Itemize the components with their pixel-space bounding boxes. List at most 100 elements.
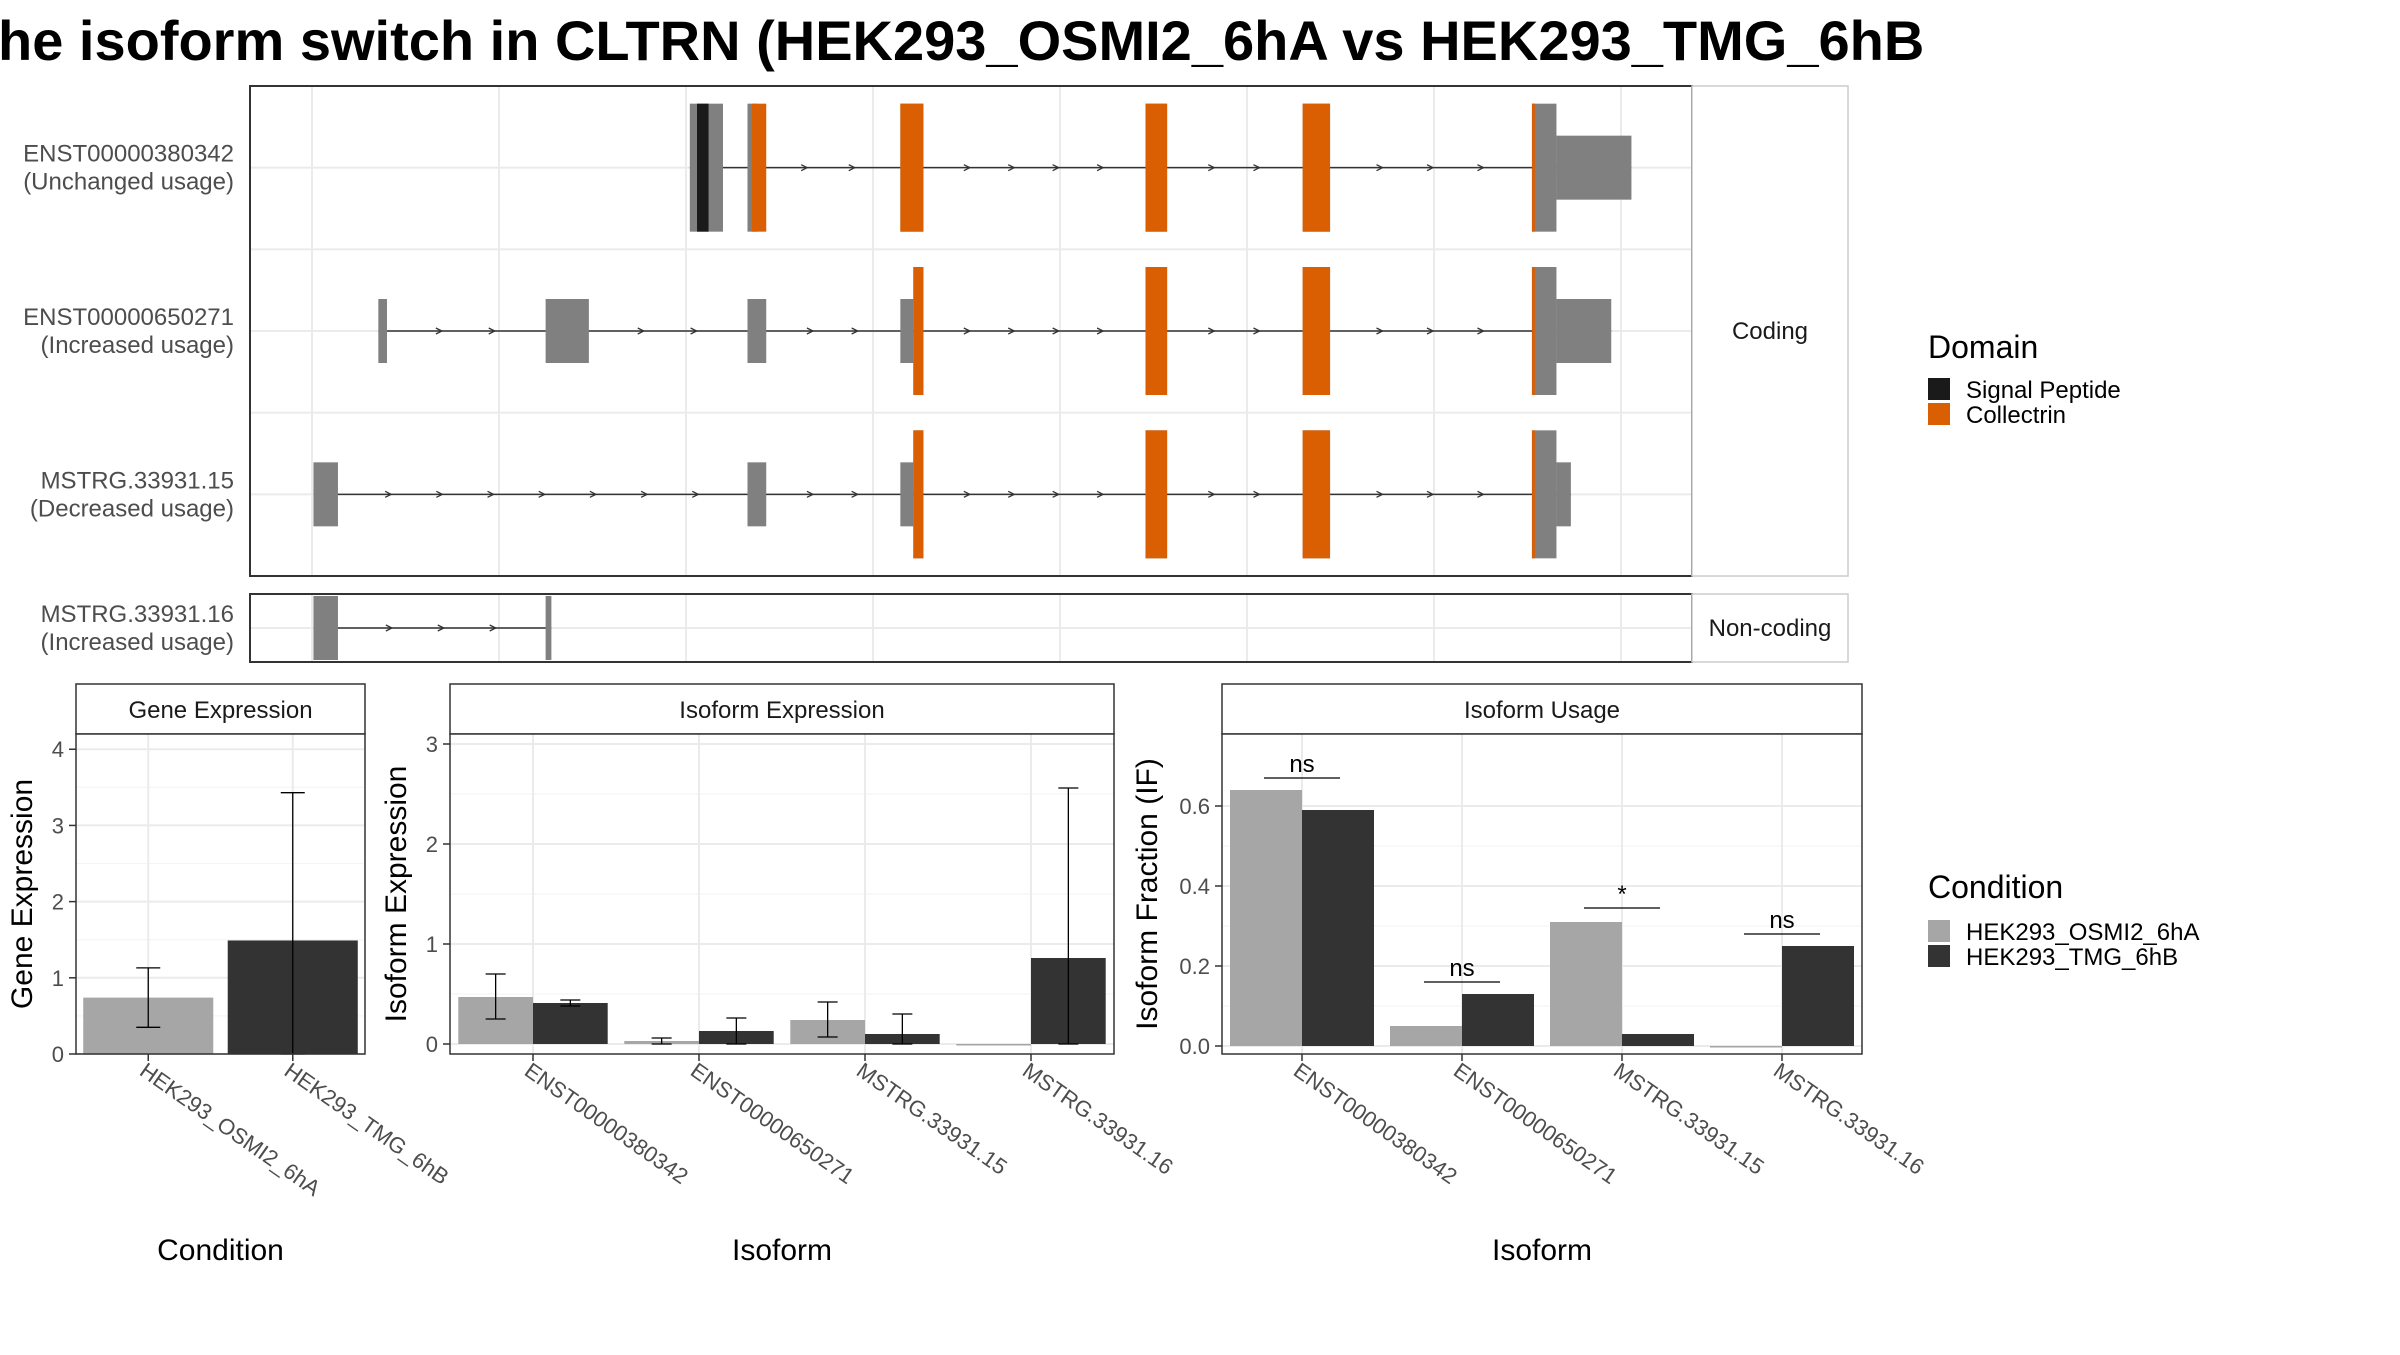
strand-arrow: [806, 490, 815, 498]
strand-arrow: [806, 327, 815, 335]
plot-border: [449, 733, 1115, 1055]
strand-arrow: [1007, 327, 1016, 335]
exon: [1556, 462, 1571, 527]
x-axis-title: Isoform: [1492, 1234, 1592, 1267]
noncoding-strip-label: Non-coding: [1709, 615, 1832, 642]
collectrin-domain: [1531, 430, 1535, 559]
strand-arrow: [1207, 490, 1216, 498]
isoform-label-id: MSTRG.33931.16: [41, 601, 234, 628]
strand-arrow: [489, 624, 498, 632]
exon: [378, 299, 387, 363]
y-axis-title: Isoform Fraction (IF): [1131, 758, 1164, 1030]
strand-arrow: [1376, 164, 1384, 172]
significance-label: ns: [1769, 907, 1794, 934]
condition-legend-label: HEK293_OSMI2_6hA: [1966, 919, 2199, 946]
coding-strip: [1691, 85, 1849, 577]
strand-arrow: [692, 490, 700, 498]
domain-legend-label: Signal Peptide: [1966, 377, 2121, 404]
strand-arrow: [1253, 490, 1261, 498]
strand-arrow: [1096, 490, 1105, 498]
y-tick-label: 0.4: [1179, 874, 1210, 899]
exon: [1531, 103, 1557, 232]
isoform-label-id: ENST00000650271: [23, 304, 234, 331]
strand-arrow: [1052, 164, 1061, 172]
y-tick-label: 3: [52, 813, 64, 838]
exon: [1531, 430, 1557, 559]
isoform-label-id: MSTRG.33931.15: [41, 467, 234, 494]
collectrin-domain: [1302, 430, 1331, 559]
strand-arrow: [848, 164, 857, 172]
strand-arrow: [963, 490, 972, 498]
signal-peptide-domain: [697, 103, 709, 232]
domain-legend-swatch: [1928, 378, 1950, 400]
y-tick-label: 0.0: [1179, 1034, 1210, 1059]
strand-arrow: [1477, 327, 1485, 335]
strand-arrow: [1253, 164, 1261, 172]
strand-arrow: [1426, 490, 1435, 498]
exon: [545, 299, 589, 363]
y-tick-label: 1: [426, 932, 438, 957]
y-axis-title: Isoform Expression: [380, 766, 413, 1023]
strand-arrow: [538, 490, 547, 498]
isoform-label-usage: (Increased usage): [41, 332, 234, 359]
isoform-expression-panel: Isoform Expression 0 1 2 3 ENST00000380342ENS…: [380, 683, 1178, 1267]
y-tick-label: 1: [52, 966, 64, 991]
x-tick-label: ENST00000380342: [520, 1058, 693, 1189]
panel-title: Gene Expression: [128, 697, 312, 724]
strand-arrow: [488, 327, 497, 335]
condition-legend-swatch: [1928, 920, 1950, 942]
strand-arrow: [1477, 164, 1485, 172]
strand-arrow: [1096, 327, 1105, 335]
strand-arrow: [1426, 164, 1435, 172]
strand-arrow: [800, 164, 809, 172]
y-tick-label: 0: [52, 1042, 64, 1067]
strand-arrow: [1007, 490, 1016, 498]
bar: [1230, 790, 1302, 1046]
strand-arrow: [1376, 327, 1384, 335]
strand-arrow: [640, 490, 649, 498]
collectrin-domain: [1302, 103, 1331, 232]
coding-strip-label: Coding: [1732, 318, 1808, 345]
panel-title: Isoform Expression: [679, 697, 884, 724]
strand-arrow: [1096, 164, 1105, 172]
plot-border: [1221, 733, 1863, 1055]
bar: [1622, 1034, 1694, 1046]
y-tick-label: 0: [426, 1032, 438, 1057]
exon: [1556, 299, 1612, 363]
x-tick-label: MSTRG.33931.16: [1769, 1058, 1929, 1180]
strand-arrow: [437, 624, 446, 632]
strand-arrow: [435, 327, 444, 335]
y-tick-label: 0.6: [1179, 794, 1210, 819]
exon: [545, 596, 552, 660]
isoform-label-usage: (Decreased usage): [30, 495, 234, 522]
strand-arrow: [963, 164, 972, 172]
strand-arrow: [487, 490, 495, 498]
bar: [1782, 946, 1854, 1046]
plot-border: [75, 733, 366, 1055]
strand-arrow: [637, 327, 646, 335]
y-tick-label: 4: [52, 737, 64, 762]
collectrin-domain: [1145, 267, 1168, 395]
domain-legend-swatch: [1928, 403, 1950, 425]
exon: [313, 596, 338, 660]
bar: [1462, 994, 1534, 1046]
y-tick-label: 2: [52, 890, 64, 915]
bar: [1390, 1026, 1462, 1046]
exon: [747, 299, 767, 363]
x-tick-label: MSTRG.33931.15: [1609, 1058, 1769, 1180]
x-tick-label: ENST00000380342: [1289, 1058, 1462, 1189]
bar: [956, 1044, 1031, 1046]
strand-arrow: [385, 624, 394, 632]
strand-arrow: [436, 490, 444, 498]
strand-arrow: [690, 327, 699, 335]
collectrin-domain: [1145, 430, 1168, 559]
x-axis-title: Condition: [157, 1234, 284, 1267]
collectrin-domain: [913, 430, 924, 559]
figure-title: he isoform switch in CLTRN (HEK293_OSMI2…: [0, 9, 1924, 72]
collectrin-domain: [900, 103, 924, 232]
exon: [313, 462, 338, 527]
panel-strip: [1221, 683, 1863, 735]
strand-arrow: [384, 490, 393, 498]
